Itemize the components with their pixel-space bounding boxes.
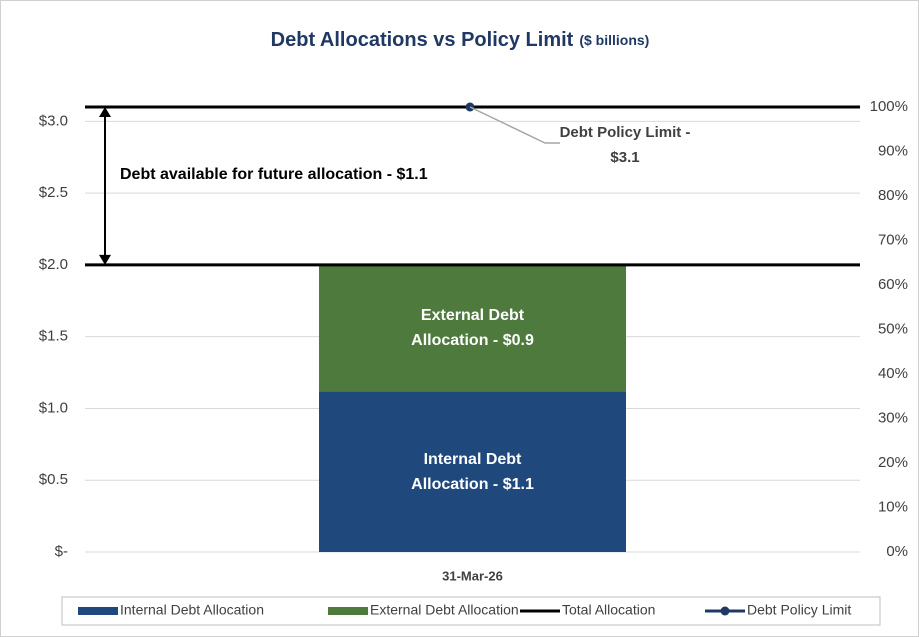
y2-tick-label: 20% <box>878 454 908 471</box>
bar <box>319 264 626 392</box>
y-tick-label: $1.0 <box>39 399 68 416</box>
y-tick-label: $2.5 <box>39 184 68 201</box>
y-tick-label: $1.5 <box>39 328 68 345</box>
annotation: Debt Policy Limit - $3.1 <box>559 124 691 166</box>
y-tick-label: $- <box>55 543 68 560</box>
legend-marker <box>720 606 730 616</box>
y2-tick-label: 70% <box>878 231 908 248</box>
legend-label: Total Allocation <box>562 602 655 618</box>
legend-label: Debt Policy Limit <box>747 602 851 618</box>
bar-label: External Debt Allocation - $0.9 <box>411 307 534 350</box>
bar-label: Internal Debt Allocation - $1.1 <box>411 450 534 493</box>
y2-tick-label: 50% <box>878 320 908 337</box>
legend-swatch <box>328 607 368 615</box>
y2-tick-label: 100% <box>870 98 908 115</box>
annotation: Debt available for future allocation - $… <box>120 166 428 183</box>
y2-tick-label: 60% <box>878 276 908 293</box>
legend-label: Internal Debt Allocation <box>120 602 264 618</box>
legend-swatch <box>78 607 118 615</box>
y2-tick-label: 80% <box>878 187 908 204</box>
y2-tick-label: 30% <box>878 409 908 426</box>
bar <box>319 391 626 552</box>
y2-tick-label: 40% <box>878 365 908 382</box>
leader-line <box>469 106 560 144</box>
subtitle: ($ billions) <box>579 32 649 48</box>
y2-tick-label: 10% <box>878 498 908 515</box>
y-tick-label: $3.0 <box>39 112 68 129</box>
y-tick-label: $2.0 <box>39 256 68 273</box>
legend-label: External Debt Allocation <box>370 602 519 618</box>
x-tick-label: 31-Mar-26 <box>442 568 503 583</box>
title: Debt Allocations vs Policy Limit <box>271 29 574 51</box>
y2-tick-label: 90% <box>878 142 908 159</box>
y-tick-label: $0.5 <box>39 471 68 488</box>
chart-title: Debt Allocations vs Policy Limit ($ billi… <box>271 29 650 51</box>
y2-tick-label: 0% <box>886 543 908 560</box>
